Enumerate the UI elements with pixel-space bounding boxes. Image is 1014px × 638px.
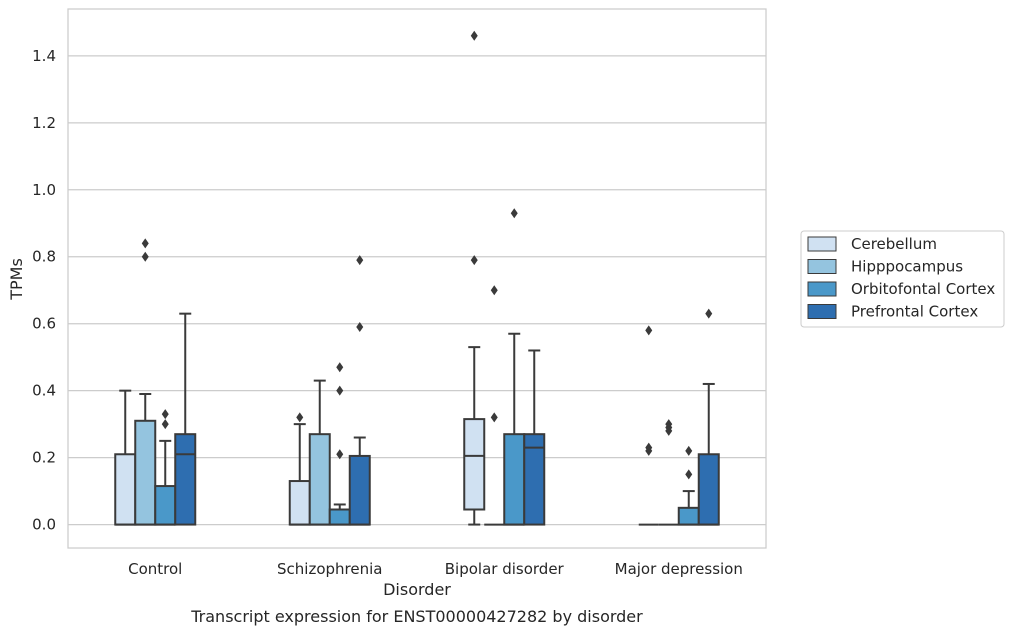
- x-tick-label: Bipolar disorder: [445, 560, 565, 578]
- box-hipppocampus: [134, 238, 157, 526]
- legend-label: Cerebellum: [851, 235, 937, 253]
- outlier-point: [336, 362, 344, 373]
- chart-caption: Transcript expression for ENST0000042728…: [190, 607, 643, 626]
- box-body: [523, 433, 546, 526]
- legend-swatch: [807, 281, 837, 297]
- plot-frame: [67, 8, 767, 549]
- box-body: [114, 453, 137, 526]
- y-axis-label: TPMs: [7, 258, 26, 301]
- outlier-point: [336, 449, 344, 460]
- y-tick-label: 0.4: [32, 382, 56, 400]
- outlier-point: [161, 409, 169, 420]
- x-axis-label: Disorder: [383, 580, 451, 599]
- x-tick-label: Schizophrenia: [277, 560, 382, 578]
- box-cerebellum: [114, 389, 137, 526]
- outlier-point: [336, 385, 344, 396]
- legend-label: Orbitofontal Cortex: [851, 280, 995, 298]
- y-tick-label: 0.2: [32, 449, 56, 467]
- box-body: [697, 453, 720, 526]
- box-body: [288, 480, 311, 526]
- outlier-point: [685, 445, 693, 456]
- outlier-point: [356, 255, 364, 266]
- y-tick-labels: 0.0 0.2 0.4 0.6 0.8 1.0 1.2 1.4: [32, 47, 56, 534]
- outlier-point: [685, 469, 693, 480]
- y-tick-label: 0.0: [32, 516, 56, 534]
- box-hipppocampus: [658, 419, 679, 526]
- box-body: [174, 433, 197, 526]
- box-prefrontal-cortex: [348, 255, 371, 526]
- box-body: [463, 418, 486, 511]
- x-tick-labels: Control Schizophrenia Bipolar disorder Majo…: [128, 560, 743, 578]
- legend-swatch: [807, 236, 837, 252]
- grid-layer: [68, 55, 766, 526]
- box-body: [154, 485, 177, 526]
- box-orbitofontal-cortex: [503, 208, 526, 526]
- x-tick-label: Major depression: [615, 560, 743, 578]
- outlier-point: [490, 285, 498, 296]
- box-body: [677, 506, 700, 526]
- outlier-point: [161, 419, 169, 430]
- legend-swatch: [807, 304, 837, 319]
- boxes-layer: [114, 30, 720, 526]
- outlier-point: [356, 322, 364, 333]
- outlier-point: [470, 30, 478, 41]
- box-body: [503, 433, 526, 526]
- box-hipppocampus: [308, 379, 331, 526]
- box-body: [308, 433, 331, 526]
- outlier-point: [470, 255, 478, 266]
- box-cerebellum: [288, 412, 311, 526]
- legend: Cerebellum Hipppocampus Orbitofontal Corte…: [800, 230, 1005, 328]
- outlier-point: [510, 208, 518, 219]
- y-tick-label: 0.8: [32, 248, 56, 266]
- box-cerebellum: [638, 325, 659, 526]
- box-body: [328, 508, 351, 526]
- box-cerebellum: [463, 30, 486, 526]
- outlier-point: [490, 412, 498, 423]
- outlier-point: [645, 325, 653, 336]
- box-hipppocampus: [484, 285, 505, 526]
- y-tick-label: 1.2: [32, 114, 56, 132]
- outlier-point: [296, 412, 304, 423]
- legend-swatch: [807, 259, 837, 274]
- box-prefrontal-cortex: [174, 312, 197, 526]
- outlier-point: [141, 238, 149, 249]
- box-body: [348, 454, 371, 526]
- box-orbitofontal-cortex: [328, 362, 351, 526]
- box-prefrontal-cortex: [697, 308, 720, 526]
- box-prefrontal-cortex: [523, 349, 546, 526]
- box-orbitofontal-cortex: [154, 409, 177, 526]
- legend-label: Hipppocampus: [851, 258, 963, 276]
- y-tick-label: 1.0: [32, 181, 56, 199]
- y-tick-label: 1.4: [32, 47, 56, 65]
- y-tick-label: 0.6: [32, 315, 56, 333]
- legend-frame: [800, 230, 1005, 328]
- outlier-point: [141, 251, 149, 262]
- x-tick-label: Control: [128, 560, 182, 578]
- legend-label: Prefrontal Cortex: [851, 303, 978, 321]
- box-body: [134, 419, 157, 526]
- outlier-point: [645, 442, 653, 453]
- outlier-point: [665, 419, 673, 430]
- outlier-point: [705, 308, 713, 319]
